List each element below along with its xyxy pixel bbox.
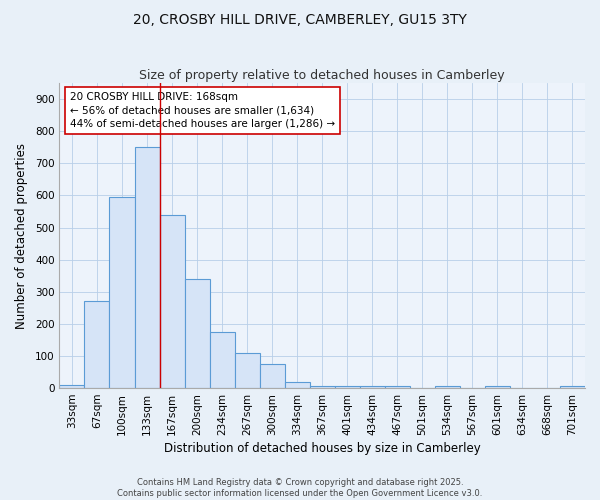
Bar [209,332,235,388]
Bar [385,386,410,388]
X-axis label: Distribution of detached houses by size in Camberley: Distribution of detached houses by size … [164,442,481,455]
Bar [185,279,209,388]
Bar [560,386,585,388]
Bar [260,364,284,388]
Bar [235,353,260,388]
Y-axis label: Number of detached properties: Number of detached properties [15,142,28,328]
Text: 20, CROSBY HILL DRIVE, CAMBERLEY, GU15 3TY: 20, CROSBY HILL DRIVE, CAMBERLEY, GU15 3… [133,12,467,26]
Text: Contains HM Land Registry data © Crown copyright and database right 2025.
Contai: Contains HM Land Registry data © Crown c… [118,478,482,498]
Text: 20 CROSBY HILL DRIVE: 168sqm
← 56% of detached houses are smaller (1,634)
44% of: 20 CROSBY HILL DRIVE: 168sqm ← 56% of de… [70,92,335,128]
Bar [85,302,109,388]
Bar [435,386,460,388]
Bar [485,386,510,388]
Bar [134,148,160,388]
Bar [160,215,185,388]
Bar [109,197,134,388]
Bar [310,386,335,388]
Bar [284,382,310,388]
Title: Size of property relative to detached houses in Camberley: Size of property relative to detached ho… [139,69,505,82]
Bar [335,386,360,388]
Bar [360,386,385,388]
Bar [59,385,85,388]
